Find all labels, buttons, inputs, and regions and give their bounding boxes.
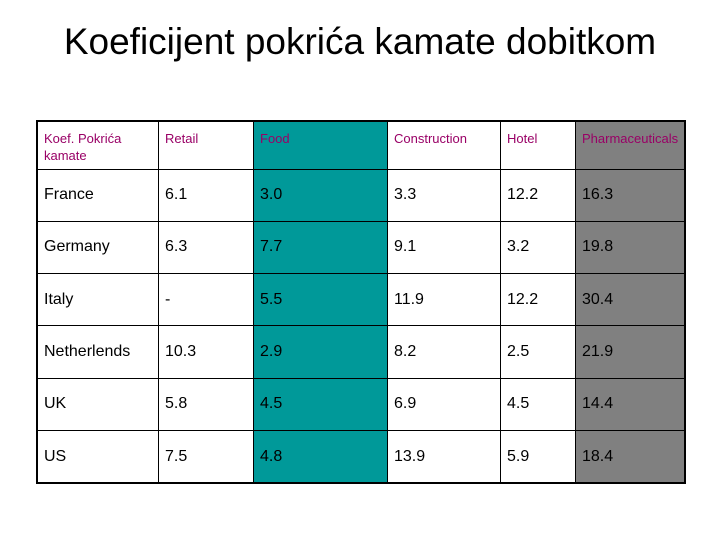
construction-cell: 11.9	[387, 273, 501, 327]
food-cell: 7.7	[253, 220, 388, 275]
hotel-cell: 12.2	[500, 273, 576, 327]
table-row: France 6.1 3.0 3.3 12.2 16.3	[36, 168, 686, 222]
table-row: Italy - 5.5 11.9 12.2 30.4	[36, 273, 686, 327]
pharmaceuticals-cell: 18.4	[575, 430, 686, 484]
header-cell-retail: Retail	[158, 120, 254, 170]
interest-coverage-table: Koef. Pokrića kamate Retail Food Constru…	[36, 120, 686, 484]
hotel-cell: 3.2	[500, 220, 576, 275]
header-cell-construction: Construction	[387, 120, 501, 170]
construction-cell: 13.9	[387, 430, 501, 484]
pharmaceuticals-cell: 14.4	[575, 377, 686, 432]
slide-title: Koeficijent pokrića kamate dobitkom	[63, 21, 657, 62]
construction-cell: 8.2	[387, 325, 501, 379]
food-cell: 2.9	[253, 325, 388, 379]
construction-cell: 3.3	[387, 168, 501, 222]
food-cell: 4.8	[253, 430, 388, 484]
country-cell: US	[36, 430, 159, 484]
header-cell-hotel: Hotel	[500, 120, 576, 170]
retail-cell: 5.8	[158, 377, 254, 432]
retail-cell: 6.1	[158, 168, 254, 222]
retail-cell: 6.3	[158, 220, 254, 275]
pharmaceuticals-cell: 21.9	[575, 325, 686, 379]
header-cell-label: Koef. Pokrića kamate	[36, 120, 159, 170]
pharmaceuticals-cell: 30.4	[575, 273, 686, 327]
hotel-cell: 5.9	[500, 430, 576, 484]
header-cell-pharmaceuticals: Pharmaceuticals	[575, 120, 686, 170]
pharmaceuticals-cell: 16.3	[575, 168, 686, 222]
retail-cell: 7.5	[158, 430, 254, 484]
retail-cell: -	[158, 273, 254, 327]
hotel-cell: 2.5	[500, 325, 576, 379]
country-cell: Netherlends	[36, 325, 159, 379]
construction-cell: 9.1	[387, 220, 501, 275]
hotel-cell: 12.2	[500, 168, 576, 222]
hotel-cell: 4.5	[500, 377, 576, 432]
construction-cell: 6.9	[387, 377, 501, 432]
pharmaceuticals-cell: 19.8	[575, 220, 686, 275]
table-row: US 7.5 4.8 13.9 5.9 18.4	[36, 430, 686, 484]
header-cell-food: Food	[253, 120, 388, 170]
food-cell: 3.0	[253, 168, 388, 222]
table-row: UK 5.8 4.5 6.9 4.5 14.4	[36, 377, 686, 432]
country-cell: UK	[36, 377, 159, 432]
country-cell: France	[36, 168, 159, 222]
retail-cell: 10.3	[158, 325, 254, 379]
table-row: Germany 6.3 7.7 9.1 3.2 19.8	[36, 220, 686, 275]
food-cell: 4.5	[253, 377, 388, 432]
country-cell: Italy	[36, 273, 159, 327]
table-row: Netherlends 10.3 2.9 8.2 2.5 21.9	[36, 325, 686, 379]
country-cell: Germany	[36, 220, 159, 275]
food-cell: 5.5	[253, 273, 388, 327]
table-header-row: Koef. Pokrića kamate Retail Food Constru…	[36, 120, 686, 170]
